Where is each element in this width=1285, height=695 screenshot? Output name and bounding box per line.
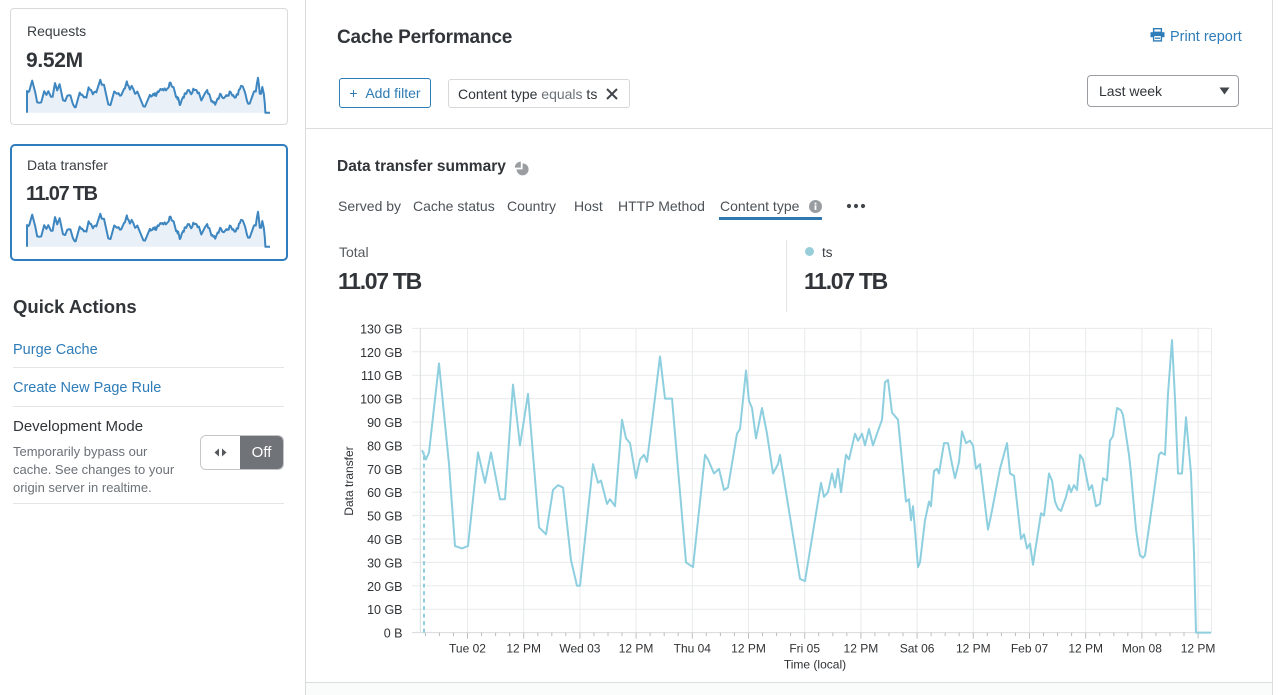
svg-text:Fri 05: Fri 05	[789, 642, 820, 656]
svg-text:Tue 02: Tue 02	[449, 642, 486, 656]
svg-text:60 GB: 60 GB	[367, 486, 402, 500]
svg-text:20 GB: 20 GB	[367, 580, 402, 594]
svg-text:40 GB: 40 GB	[367, 533, 402, 547]
svg-text:Wed 03: Wed 03	[559, 642, 600, 656]
svg-text:90 GB: 90 GB	[367, 416, 402, 430]
svg-text:12 PM: 12 PM	[1181, 642, 1216, 656]
svg-text:110 GB: 110 GB	[361, 369, 402, 383]
svg-text:120 GB: 120 GB	[360, 346, 402, 360]
svg-text:80 GB: 80 GB	[367, 439, 402, 453]
svg-text:Feb 07: Feb 07	[1011, 642, 1049, 656]
svg-text:0 B: 0 B	[384, 627, 403, 641]
svg-text:12 PM: 12 PM	[619, 642, 654, 656]
svg-text:12 PM: 12 PM	[506, 642, 541, 656]
svg-text:12 PM: 12 PM	[956, 642, 991, 656]
svg-text:100 GB: 100 GB	[360, 393, 402, 407]
svg-text:50 GB: 50 GB	[367, 510, 402, 524]
svg-text:Mon 08: Mon 08	[1122, 642, 1162, 656]
svg-text:Sat 06: Sat 06	[900, 642, 935, 656]
svg-text:130 GB: 130 GB	[360, 322, 402, 336]
svg-text:10 GB: 10 GB	[367, 603, 402, 617]
svg-text:30 GB: 30 GB	[367, 556, 402, 570]
svg-text:12 PM: 12 PM	[1068, 642, 1103, 656]
svg-text:12 PM: 12 PM	[844, 642, 879, 656]
svg-text:Time (local): Time (local)	[784, 658, 846, 672]
svg-text:Data transfer: Data transfer	[342, 446, 356, 515]
svg-text:Thu 04: Thu 04	[674, 642, 712, 656]
svg-text:70 GB: 70 GB	[367, 463, 402, 477]
svg-text:12 PM: 12 PM	[731, 642, 766, 656]
